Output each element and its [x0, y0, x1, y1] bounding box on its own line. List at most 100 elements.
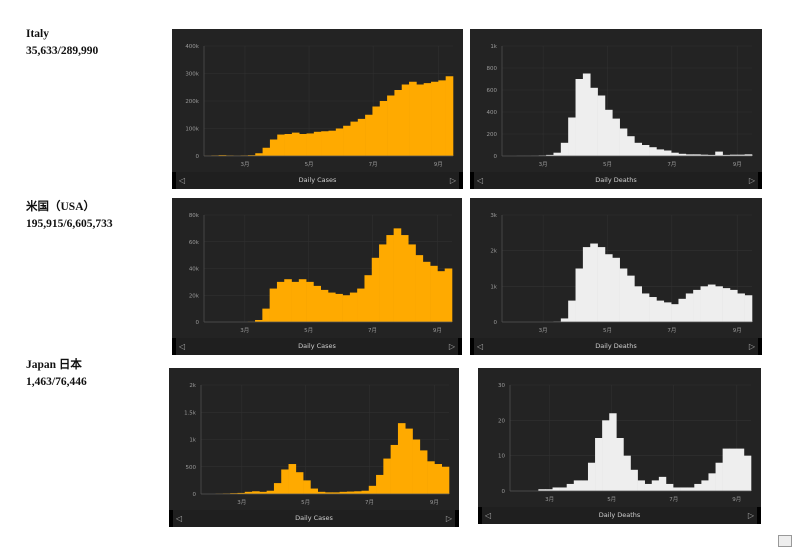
bar: [700, 286, 709, 322]
x-tick-label: 7月: [368, 327, 377, 334]
bar: [609, 413, 617, 491]
x-tick-label: 7月: [667, 161, 676, 168]
bar: [729, 289, 738, 322]
chevron-right-icon[interactable]: ▷: [448, 342, 455, 351]
bar: [431, 81, 439, 156]
chevron-left-icon[interactable]: ◁: [179, 342, 186, 351]
bar: [313, 285, 322, 322]
bar: [437, 271, 446, 322]
bar: [434, 464, 443, 494]
x-tick-label: 9月: [433, 327, 442, 334]
bar: [641, 145, 650, 156]
y-tick-label: 2k: [189, 383, 196, 389]
bar: [546, 154, 554, 156]
chevron-left-icon[interactable]: ◁: [477, 342, 484, 351]
bar: [663, 302, 672, 322]
bar: [409, 81, 417, 156]
footer-cap: [757, 507, 761, 524]
usa-deaths-chart: 0 1k 2k 3k 3月 5月 7月 9月 ◁ Daily Deaths ▷: [470, 198, 762, 355]
bar: [685, 154, 694, 156]
bar: [658, 476, 667, 491]
chevron-right-icon[interactable]: ▷: [445, 514, 452, 523]
chevron-left-icon[interactable]: ◁: [485, 511, 492, 520]
y-tick-label: 1k: [490, 44, 497, 50]
chevron-right-icon[interactable]: ▷: [748, 176, 755, 185]
footer-cap: [758, 172, 762, 189]
bar: [680, 487, 688, 491]
bar: [325, 492, 333, 494]
bar: [590, 87, 598, 156]
bar: [560, 142, 569, 156]
chevron-left-icon[interactable]: ◁: [176, 514, 183, 523]
chevron-left-icon[interactable]: ◁: [477, 176, 484, 185]
y-tick-label: 10: [498, 454, 505, 460]
bar: [357, 118, 366, 156]
x-tick-label: 3月: [237, 499, 246, 506]
bar: [332, 492, 340, 494]
footer-cap: [459, 172, 463, 189]
x-tick-label: 3月: [539, 327, 548, 334]
bar: [422, 261, 431, 322]
bar: [328, 130, 337, 156]
bar: [306, 133, 315, 156]
bar: [364, 275, 373, 322]
japan-deaths-chart: 0 10 20 30 3月 5月 7月 9月 ◁ Daily Deaths ▷: [478, 368, 761, 524]
x-tick-label: 9月: [430, 499, 439, 506]
footer-cap: [758, 338, 762, 355]
y-tick-label: 400: [487, 110, 498, 116]
bar: [393, 228, 402, 322]
chart-plot: 0 200 400 600 800 1k 3月 5月 7月 9月: [487, 44, 753, 168]
bar: [379, 101, 388, 156]
bar: [678, 298, 687, 322]
bar: [262, 147, 271, 156]
bar: [568, 117, 576, 156]
bar: [575, 79, 584, 156]
bar: [634, 286, 643, 322]
y-tick-label: 600: [487, 88, 498, 94]
chart-plot: 0 1k 2k 3k 3月 5月 7月 9月: [490, 213, 753, 334]
chevron-right-icon[interactable]: ▷: [449, 176, 456, 185]
japan-cases-chart: 0 500 1k 1.5k 2k 3月 5月 7月 9月 ◁ Daily Cases ▷: [169, 368, 459, 527]
x-tick-label: 3月: [240, 161, 249, 168]
bar: [299, 134, 307, 156]
chevron-left-icon[interactable]: ◁: [179, 176, 186, 185]
bar: [737, 154, 745, 156]
bar: [438, 80, 446, 156]
chart-title: Daily Deaths: [598, 511, 641, 519]
bar: [328, 292, 336, 322]
bar: [273, 483, 282, 494]
bar: [737, 293, 745, 322]
footer-cap: [172, 172, 176, 189]
country-name: Italy: [26, 28, 49, 40]
chevron-right-icon[interactable]: ▷: [748, 342, 755, 351]
bar: [729, 448, 738, 491]
bar: [441, 466, 450, 494]
bar: [722, 154, 731, 156]
bar: [291, 281, 300, 322]
footer-cap: [470, 172, 474, 189]
y-tick-label: 30: [498, 383, 505, 389]
bar: [276, 281, 285, 322]
bar: [671, 152, 679, 156]
bar: [619, 128, 628, 156]
bar: [423, 83, 432, 156]
bar: [284, 279, 292, 322]
y-tick-label: 0: [494, 154, 498, 160]
paste-options-icon[interactable]: [778, 535, 792, 547]
bar: [553, 152, 562, 156]
bar: [687, 487, 695, 491]
chart-footer: ◁ Daily Deaths ▷: [470, 338, 762, 355]
bar: [259, 491, 267, 494]
bar: [580, 480, 589, 491]
y-tick-label: 0: [196, 154, 200, 160]
bar: [288, 464, 297, 494]
x-tick-label: 5月: [305, 161, 314, 168]
country-stats: 195,915/6,605,733: [26, 218, 113, 230]
bar: [604, 109, 613, 156]
bar: [651, 480, 660, 491]
bar: [372, 106, 381, 156]
chevron-right-icon[interactable]: ▷: [747, 511, 754, 520]
chart-title: Daily Cases: [298, 342, 336, 350]
footer-cap: [478, 507, 482, 524]
bar: [744, 154, 753, 156]
